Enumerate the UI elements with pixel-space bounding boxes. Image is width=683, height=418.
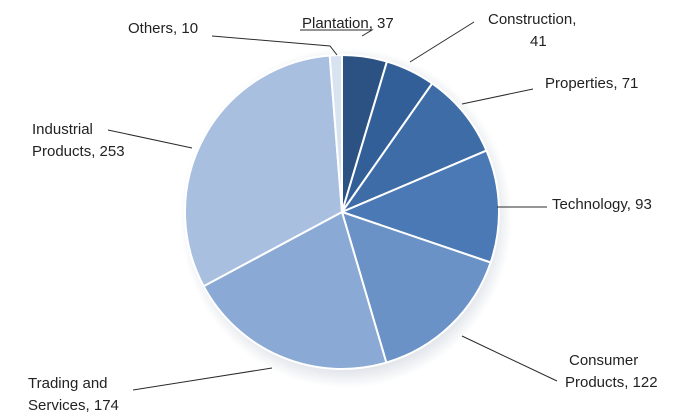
- slice-label-construction: Construction, 41: [488, 11, 576, 50]
- pie-slice-industrial-products: [184, 54, 344, 288]
- leader-line-construction: [409, 21, 475, 63]
- leader-line-plantation: [300, 29, 374, 37]
- pie-slice-consumer-products: [340, 210, 492, 364]
- slice-label-line: Consumer: [569, 352, 638, 369]
- slice-label-technology: Technology, 93: [552, 196, 652, 213]
- slice-label-plantation: Plantation, 37: [302, 15, 394, 32]
- slice-label-line: Products, 253: [32, 143, 125, 160]
- slice-label-line: Trading and: [28, 375, 108, 392]
- leader-line-trading-and-services: [132, 367, 273, 391]
- label-leaders: [107, 21, 558, 391]
- slice-label-line: Plantation, 37: [302, 15, 394, 32]
- slice-label-line: 41: [530, 33, 547, 50]
- pie-slice-properties: [339, 82, 488, 215]
- slice-label-trading-and-services: Trading and Services, 174: [28, 375, 119, 414]
- leader-line-industrial-products: [107, 129, 193, 149]
- leader-line-others: [211, 35, 338, 56]
- slice-label-line: Services, 174: [28, 397, 119, 414]
- slice-label-line: Technology, 93: [552, 196, 652, 213]
- slice-label-industrial-products: Industrial Products, 253: [32, 121, 125, 160]
- pie-slices: [184, 53, 500, 370]
- slice-label-line: Properties, 71: [545, 75, 638, 92]
- leader-line-properties: [461, 88, 534, 105]
- slice-label-properties: Properties, 71: [545, 75, 638, 92]
- slice-label-others: Others, 10: [128, 20, 198, 37]
- pie-slice-technology: [339, 149, 500, 264]
- pie-slice-others: [328, 53, 343, 213]
- pie-slice-trading-and-services: [202, 210, 388, 370]
- leader-line-consumer-products: [461, 335, 558, 382]
- slice-label-line: Construction,: [488, 11, 576, 28]
- slice-label-consumer-products: Consumer Products, 122: [565, 352, 658, 391]
- slice-label-line: Products, 122: [565, 374, 658, 391]
- slice-label-line: Others, 10: [128, 20, 198, 37]
- slice-label-line: Industrial: [32, 121, 93, 138]
- slice-labels: Plantation, 37 Construction, 41 Properties,…: [28, 11, 658, 414]
